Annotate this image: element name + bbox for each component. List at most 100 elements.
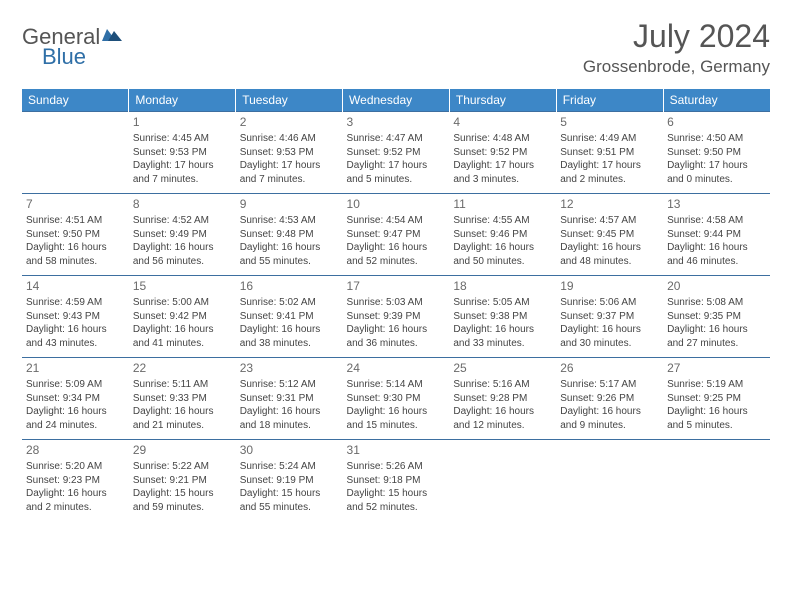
day-number: 31 (347, 442, 446, 458)
sunset-line: Sunset: 9:53 PM (133, 146, 232, 160)
day-number: 20 (667, 278, 766, 294)
day-number: 19 (560, 278, 659, 294)
day-cell: 2Sunrise: 4:46 AMSunset: 9:53 PMDaylight… (236, 112, 343, 194)
sunset-line: Sunset: 9:53 PM (240, 146, 339, 160)
daylight-line: Daylight: 16 hours and 38 minutes. (240, 323, 339, 350)
daylight-line: Daylight: 16 hours and 56 minutes. (133, 241, 232, 268)
day-cell (22, 112, 129, 194)
day-cell: 25Sunrise: 5:16 AMSunset: 9:28 PMDayligh… (449, 358, 556, 440)
sunrise-line: Sunrise: 5:05 AM (453, 296, 552, 310)
logo-text-blue: Blue (42, 44, 86, 69)
table-row: 28Sunrise: 5:20 AMSunset: 9:23 PMDayligh… (22, 440, 770, 522)
day-number: 8 (133, 196, 232, 212)
sunrise-line: Sunrise: 5:09 AM (26, 378, 125, 392)
sunset-line: Sunset: 9:52 PM (453, 146, 552, 160)
day-number: 7 (26, 196, 125, 212)
daylight-line: Daylight: 16 hours and 30 minutes. (560, 323, 659, 350)
sunset-line: Sunset: 9:39 PM (347, 310, 446, 324)
daylight-line: Daylight: 16 hours and 33 minutes. (453, 323, 552, 350)
table-row: 7 Sunrise: 4:51 AMSunset: 9:50 PM Daylight… (22, 194, 770, 276)
daylight-line: Daylight: 15 hours and 52 minutes. (347, 487, 446, 514)
sunrise-line: Sunrise: 4:45 AM (133, 132, 232, 146)
day-cell: 30Sunrise: 5:24 AMSunset: 9:19 PMDayligh… (236, 440, 343, 522)
sunrise-line: Sunrise: 4:55 AM (453, 214, 552, 228)
day-cell: 3Sunrise: 4:47 AMSunset: 9:52 PMDaylight… (343, 112, 450, 194)
day-number: 18 (453, 278, 552, 294)
day-number: 10 (347, 196, 446, 212)
day-header: Wednesday (343, 89, 450, 112)
day-number: 12 (560, 196, 659, 212)
sunset-line: Sunset: 9:19 PM (240, 474, 339, 488)
sunset-line: Sunset: 9:48 PM (240, 228, 339, 242)
day-number: 22 (133, 360, 232, 376)
sunset-line: Sunset: 9:34 PM (26, 392, 125, 406)
day-number: 23 (240, 360, 339, 376)
sunrise-line: Sunrise: 4:50 AM (667, 132, 766, 146)
day-cell: 6Sunrise: 4:50 AMSunset: 9:50 PMDaylight… (663, 112, 770, 194)
sunset-line: Sunset: 9:45 PM (560, 228, 659, 242)
sunset-line: Sunset: 9:30 PM (347, 392, 446, 406)
daylight-line: Daylight: 16 hours and 9 minutes. (560, 405, 659, 432)
daylight-line: Daylight: 17 hours and 7 minutes. (240, 159, 339, 186)
daylight-line: Daylight: 16 hours and 55 minutes. (240, 241, 339, 268)
daylight-line: Daylight: 17 hours and 0 minutes. (667, 159, 766, 186)
day-cell: 20Sunrise: 5:08 AMSunset: 9:35 PMDayligh… (663, 276, 770, 358)
day-number: 3 (347, 114, 446, 130)
day-number: 21 (26, 360, 125, 376)
sunrise-line: Sunrise: 4:54 AM (347, 214, 446, 228)
sunrise-line: Sunrise: 5:14 AM (347, 378, 446, 392)
day-cell: 1Sunrise: 4:45 AMSunset: 9:53 PMDaylight… (129, 112, 236, 194)
day-cell: 16Sunrise: 5:02 AMSunset: 9:41 PMDayligh… (236, 276, 343, 358)
sunrise-line: Sunrise: 5:08 AM (667, 296, 766, 310)
day-cell: 4Sunrise: 4:48 AMSunset: 9:52 PMDaylight… (449, 112, 556, 194)
daylight-line: Daylight: 16 hours and 18 minutes. (240, 405, 339, 432)
day-cell: 29Sunrise: 5:22 AMSunset: 9:21 PMDayligh… (129, 440, 236, 522)
daylight-line: Daylight: 17 hours and 3 minutes. (453, 159, 552, 186)
day-number: 15 (133, 278, 232, 294)
day-cell: 14Sunrise: 4:59 AMSunset: 9:43 PMDayligh… (22, 276, 129, 358)
daylight-line: Daylight: 16 hours and 5 minutes. (667, 405, 766, 432)
daylight-line: Daylight: 16 hours and 46 minutes. (667, 241, 766, 268)
title-block: July 2024 Grossenbrode, Germany (583, 18, 770, 77)
logo-flag-icon (102, 26, 122, 49)
day-header: Friday (556, 89, 663, 112)
sunset-line: Sunset: 9:38 PM (453, 310, 552, 324)
day-number: 30 (240, 442, 339, 458)
day-cell (663, 440, 770, 522)
day-number: 17 (347, 278, 446, 294)
day-number: 9 (240, 196, 339, 212)
sunrise-line: Sunrise: 5:11 AM (133, 378, 232, 392)
day-header: Thursday (449, 89, 556, 112)
day-cell: 19Sunrise: 5:06 AMSunset: 9:37 PMDayligh… (556, 276, 663, 358)
daylight-line: Daylight: 16 hours and 24 minutes. (26, 405, 125, 432)
sunset-line: Sunset: 9:46 PM (453, 228, 552, 242)
sunrise-line: Sunrise: 4:51 AM (26, 214, 125, 228)
day-header: Tuesday (236, 89, 343, 112)
day-number: 26 (560, 360, 659, 376)
day-number: 4 (453, 114, 552, 130)
sunrise-line: Sunrise: 4:53 AM (240, 214, 339, 228)
day-cell: 17Sunrise: 5:03 AMSunset: 9:39 PMDayligh… (343, 276, 450, 358)
daylight-line: Daylight: 15 hours and 59 minutes. (133, 487, 232, 514)
day-number: 28 (26, 442, 125, 458)
daylight-line: Daylight: 16 hours and 41 minutes. (133, 323, 232, 350)
sunrise-line: Sunrise: 5:02 AM (240, 296, 339, 310)
day-number: 5 (560, 114, 659, 130)
day-cell: 28Sunrise: 5:20 AMSunset: 9:23 PMDayligh… (22, 440, 129, 522)
sunset-line: Sunset: 9:50 PM (26, 228, 125, 242)
sunset-line: Sunset: 9:52 PM (347, 146, 446, 160)
daylight-line: Daylight: 16 hours and 2 minutes. (26, 487, 125, 514)
sunrise-line: Sunrise: 4:57 AM (560, 214, 659, 228)
day-cell: 7Sunrise: 4:51 AMSunset: 9:50 PMDaylight… (22, 194, 129, 276)
day-cell: 27Sunrise: 5:19 AMSunset: 9:25 PMDayligh… (663, 358, 770, 440)
header: General July 2024 Grossenbrode, Germany (22, 18, 770, 77)
day-header-row: Sunday Monday Tuesday Wednesday Thursday… (22, 89, 770, 112)
daylight-line: Daylight: 17 hours and 2 minutes. (560, 159, 659, 186)
sunrise-line: Sunrise: 5:17 AM (560, 378, 659, 392)
day-cell: 13Sunrise: 4:58 AMSunset: 9:44 PMDayligh… (663, 194, 770, 276)
day-number: 1 (133, 114, 232, 130)
sunset-line: Sunset: 9:37 PM (560, 310, 659, 324)
sunset-line: Sunset: 9:18 PM (347, 474, 446, 488)
day-number: 13 (667, 196, 766, 212)
daylight-line: Daylight: 16 hours and 15 minutes. (347, 405, 446, 432)
